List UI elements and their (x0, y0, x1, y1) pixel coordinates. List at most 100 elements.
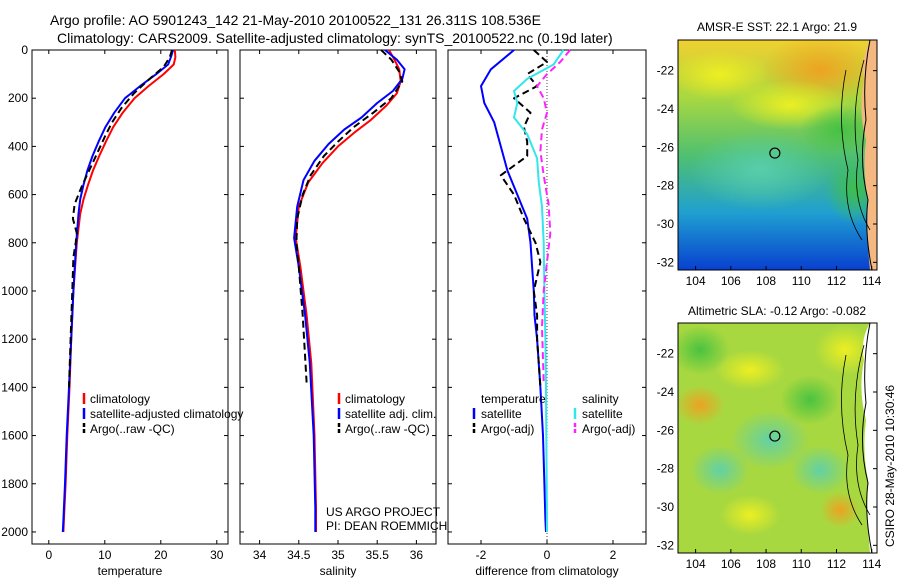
temperature-y-ticks: 0 200 400 600 800 1000 1200 1400 1600 1800 2000 (1, 43, 228, 539)
series-argo-raw-qc (68, 49, 173, 388)
y-tick-label: 0 (21, 43, 28, 57)
legend-argo-raw: Argo(..raw -QC) (345, 422, 430, 436)
series-temperature-satellite (480, 49, 547, 533)
map-y-tick-label: -24 (657, 385, 675, 399)
difference-xlabel: difference from climatology (475, 564, 618, 578)
map-y-tick-label: -28 (657, 462, 675, 476)
map-y-tick-label: -32 (657, 538, 675, 552)
map-y-tick-label: -26 (657, 423, 675, 437)
sst-heatmap (678, 40, 877, 270)
map-x-tick-label: 104 (686, 557, 706, 571)
project-annotation: US ARGO PROJECT (326, 505, 441, 519)
salinity-y-ticks (240, 49, 436, 533)
sst-map-ticks: 104 106 108 110 112 114 -22 -24 -26 -28 -30 -32 (657, 64, 882, 288)
map-y-tick-label: -28 (657, 179, 675, 193)
legend-sal-satellite: satellite (582, 407, 623, 421)
series-climatology (294, 49, 402, 532)
map-x-tick-label: 110 (792, 274, 811, 288)
legend-temp-satellite: satellite (481, 407, 522, 421)
y-tick-label: 1600 (1, 429, 28, 443)
x-tick-label: 34.5 (287, 548, 311, 562)
map-x-tick-label: 104 (686, 274, 706, 288)
x-tick-label: 35 (331, 548, 345, 562)
legend-sal-argo: Argo(-adj) (582, 422, 635, 436)
y-tick-label: 1000 (1, 284, 28, 298)
map-x-tick-label: 108 (756, 274, 776, 288)
x-tick-label: 35.5 (366, 548, 390, 562)
x-tick-label: 30 (210, 548, 224, 562)
map-y-tick-label: -22 (657, 347, 675, 361)
series-climatology (62, 49, 177, 533)
legend-climatology: climatology (345, 392, 405, 406)
temperature-legend: climatology satellite-adjusted climatolo… (82, 392, 243, 436)
x-tick-label: 2 (610, 548, 617, 562)
series-satellite-adjusted-climatology (61, 49, 175, 533)
header-line-2: Climatology: CARS2009. Satellite-adjuste… (57, 30, 613, 46)
y-tick-label: 800 (8, 236, 28, 250)
series-satellite-adj-clim (293, 49, 406, 532)
legend-temperature-title: temperature (481, 392, 546, 406)
map-y-tick-label: -30 (657, 500, 675, 514)
y-tick-label: 1800 (1, 477, 28, 491)
map-y-tick-label: -24 (657, 102, 675, 116)
header-line-1: Argo profile: AO 5901243_142 21-May-2010… (50, 12, 541, 28)
y-tick-label: 1400 (1, 380, 28, 394)
legend-satellite-adj: satellite adj. clim. (345, 407, 436, 421)
map-y-tick-label: -22 (657, 64, 675, 78)
salinity-xlabel: salinity (320, 564, 357, 578)
salinity-panel: 34 34.5 35 35.5 36 salinity climatology sate… (239, 49, 447, 578)
temperature-axes-frame (31, 49, 229, 545)
difference-y-ticks (448, 49, 646, 533)
x-tick-label: 34 (253, 548, 267, 562)
pi-annotation: PI: DEAN ROEMMICH (326, 519, 447, 533)
legend-temp-argo: Argo(-adj) (481, 422, 534, 436)
map-x-tick-label: 112 (827, 274, 846, 288)
series-salinity-argo-adj (536, 49, 571, 383)
map-x-tick-label: 112 (827, 557, 846, 571)
temperature-series (61, 49, 177, 533)
x-tick-label: -2 (476, 548, 487, 562)
map-x-tick-label: 108 (756, 557, 776, 571)
y-tick-label: 600 (8, 188, 28, 202)
legend-satellite-adjusted: satellite-adjusted climatology (90, 407, 243, 421)
y-tick-label: 1200 (1, 332, 28, 346)
series-temperature-argo-adj (499, 49, 548, 388)
temperature-xlabel: temperature (98, 564, 163, 578)
x-tick-label: 0 (45, 548, 52, 562)
salinity-series (293, 49, 406, 532)
difference-legend: temperature satellite Argo(-adj) salinit… (472, 392, 635, 436)
series-salinity-satellite (513, 49, 565, 533)
difference-series (480, 49, 571, 533)
temperature-panel: 0 200 400 600 800 1000 1200 1400 1600 1800 2000 0 1… (1, 43, 243, 578)
map-x-tick-label: 106 (721, 274, 741, 288)
map-y-tick-label: -32 (657, 255, 675, 269)
y-tick-label: 400 (8, 139, 28, 153)
csiro-timestamp: CSIRO 28-May-2010 10:30:46 (883, 385, 897, 547)
x-tick-label: 0 (544, 548, 551, 562)
salinity-x-ticks: 34 34.5 35 35.5 36 (253, 50, 423, 562)
series-argo-raw-qc (295, 49, 404, 383)
map-y-tick-label: -30 (657, 217, 675, 231)
map-x-tick-label: 114 (862, 557, 881, 571)
sla-map-ticks: 104 106 108 110 112 114 -22 -24 -26 -28 -30 -32 (657, 347, 882, 571)
temperature-x-ticks: 0 10 20 30 (45, 50, 224, 562)
sst-map-panel: AMSR-E SST: 22.1 Argo: 21.9 104 106 108 110… (657, 20, 882, 288)
sla-heatmap (678, 323, 877, 553)
sla-argo-marker (769, 430, 781, 442)
difference-panel: -2 0 2 difference from climatology tempera… (447, 49, 647, 578)
map-x-tick-label: 110 (792, 557, 811, 571)
legend-argo-raw: Argo(..raw -QC) (90, 422, 175, 436)
x-tick-label: 20 (154, 548, 168, 562)
y-tick-label: 200 (8, 91, 28, 105)
salinity-legend: climatology satellite adj. clim. Argo(..… (337, 392, 436, 436)
salinity-axes-frame (239, 49, 437, 545)
sst-map-title: AMSR-E SST: 22.1 Argo: 21.9 (697, 20, 857, 34)
sla-map-title: Altimetric SLA: -0.12 Argo: -0.082 (688, 304, 866, 318)
map-y-tick-label: -26 (657, 140, 675, 154)
map-x-tick-label: 114 (862, 274, 881, 288)
legend-climatology: climatology (90, 392, 150, 406)
legend-salinity-title: salinity (582, 392, 619, 406)
sst-argo-marker (769, 147, 781, 159)
x-tick-label: 10 (98, 548, 112, 562)
